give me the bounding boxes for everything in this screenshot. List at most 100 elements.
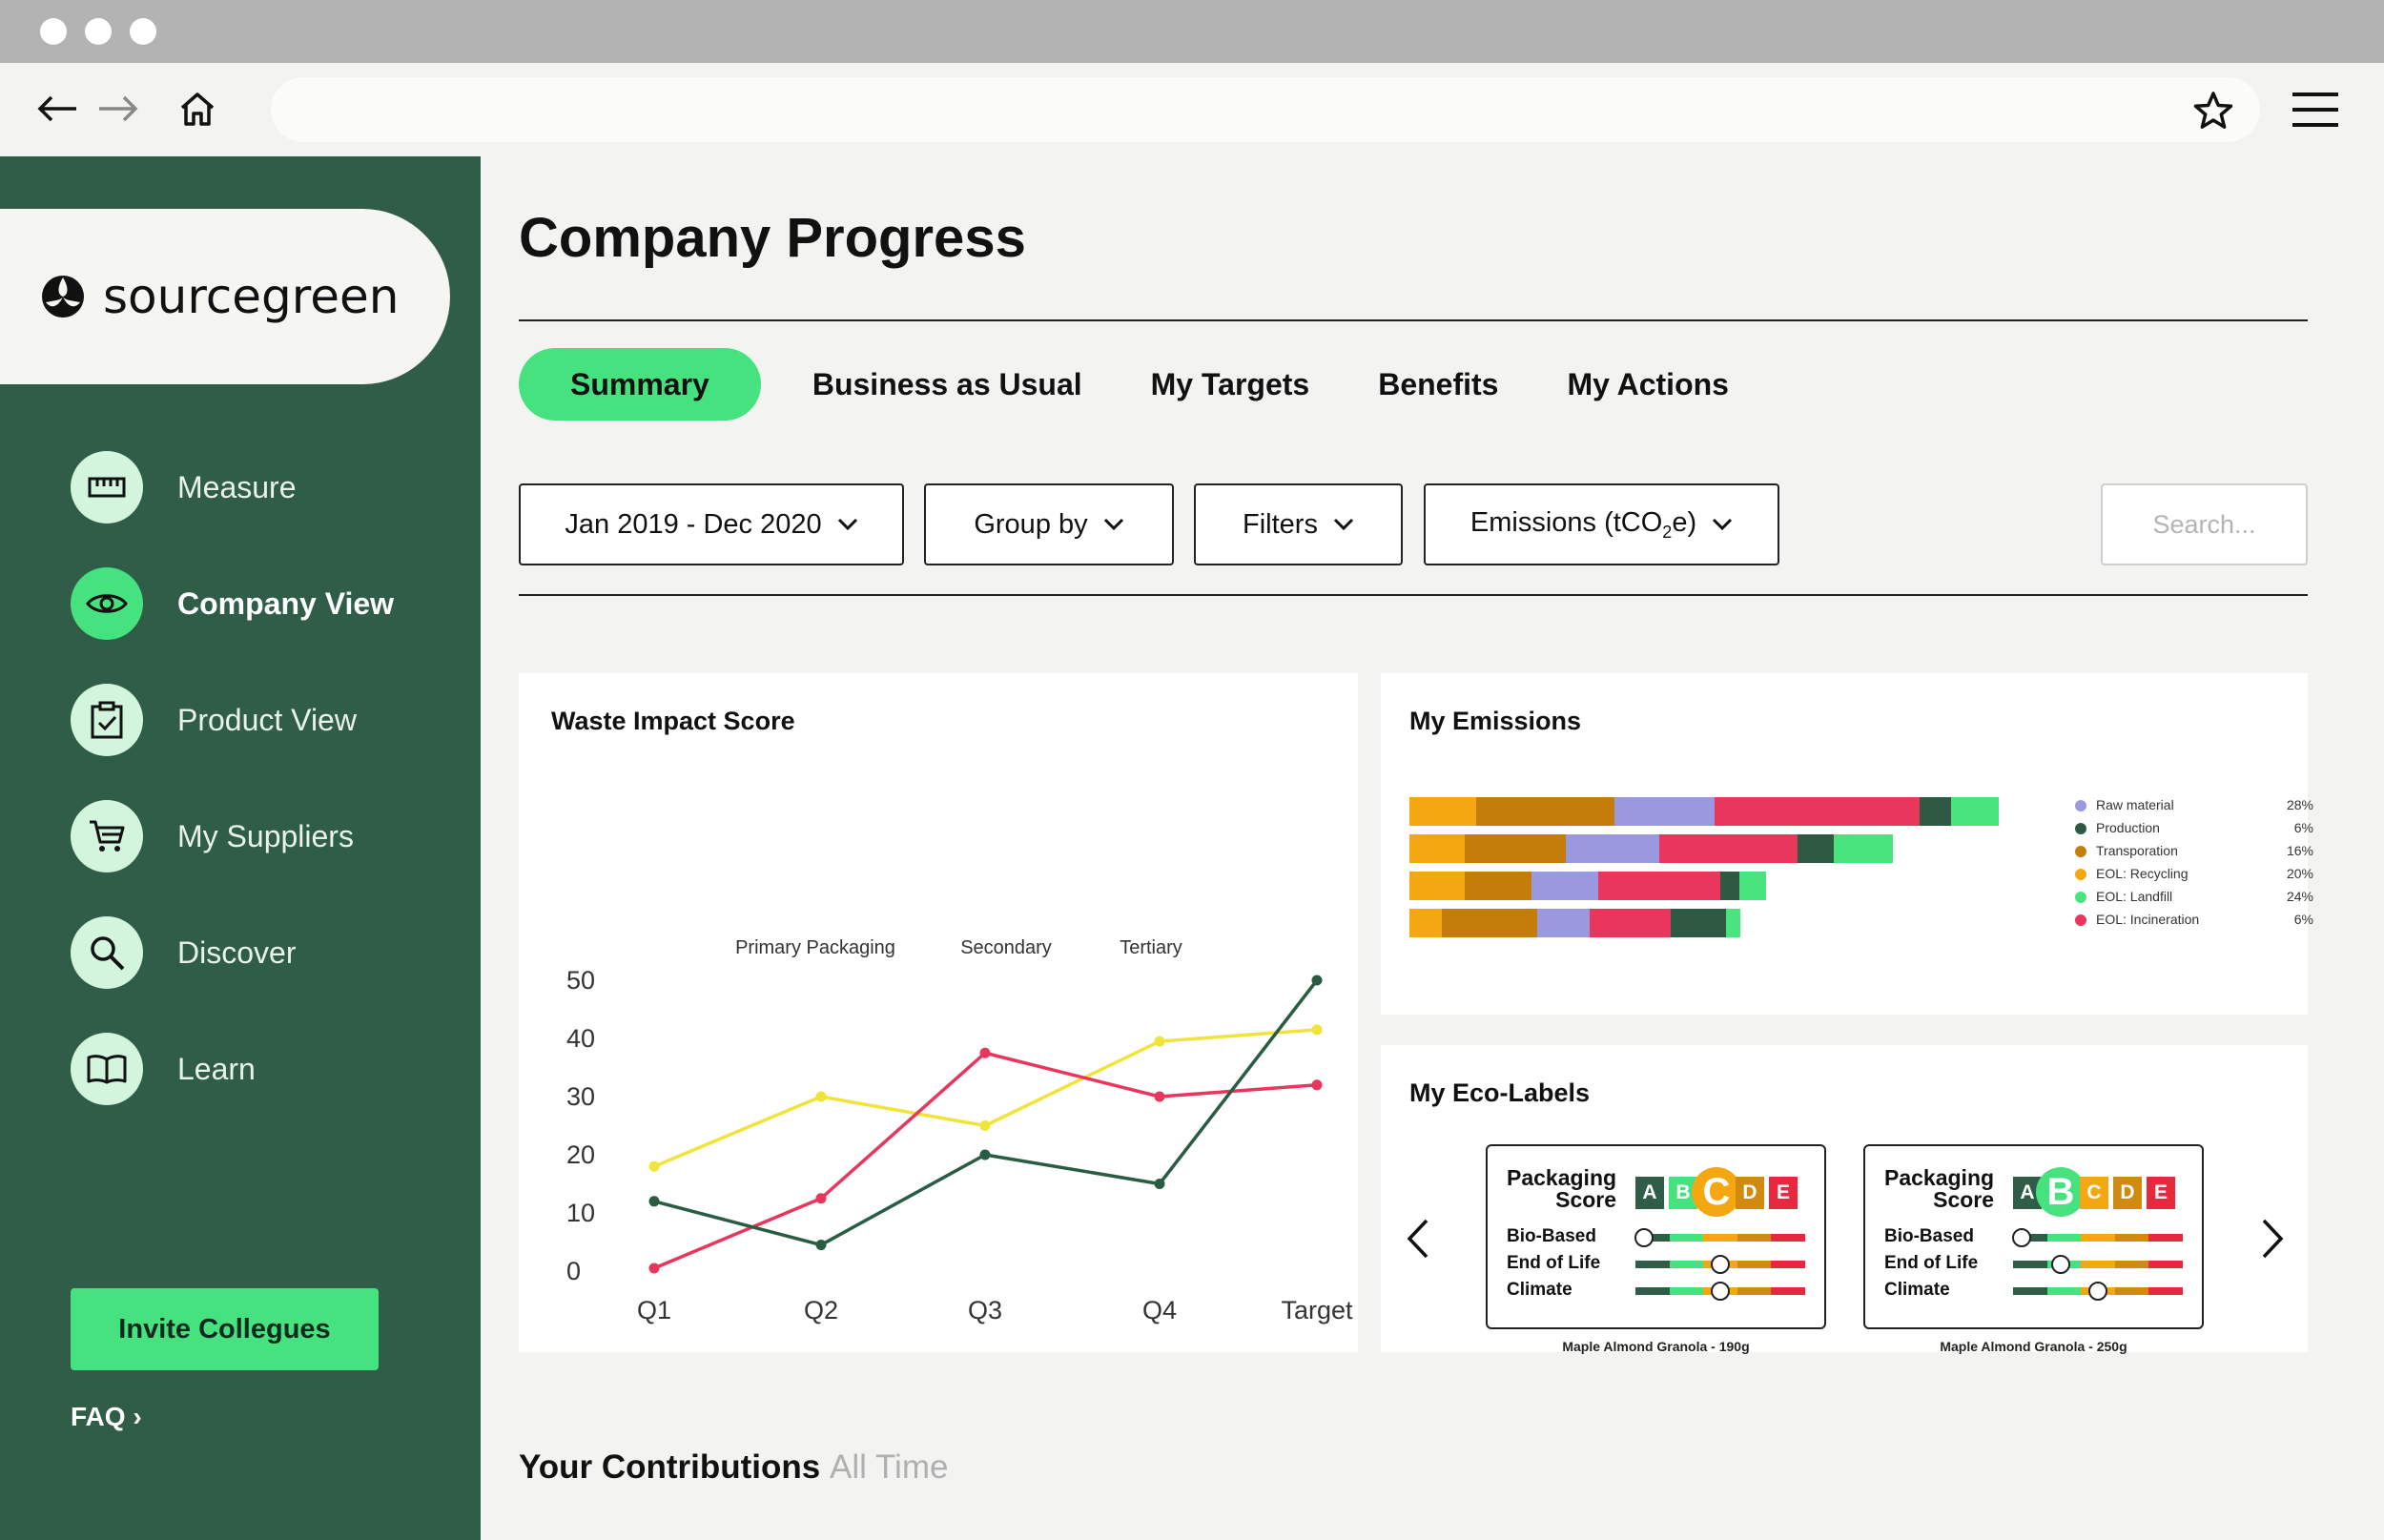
invite-colleagues-button[interactable]: Invite Collegues xyxy=(71,1288,379,1370)
grade-badge: E xyxy=(2147,1177,2175,1209)
emission-bar-segment xyxy=(1671,909,1726,937)
criterion-level-marker xyxy=(1711,1255,1730,1274)
eco-label-caption: Maple Almond Granola - 250g xyxy=(1940,1339,2127,1354)
my-eco-labels-title: My Eco-Labels xyxy=(1409,1078,1591,1107)
x-tick-label: Q1 xyxy=(637,1296,671,1324)
contributions-heading: Your Contributions All Time xyxy=(519,1448,948,1487)
data-point xyxy=(1154,1179,1165,1189)
emission-bar-segment xyxy=(1531,872,1598,900)
data-point xyxy=(1154,1091,1165,1102)
legend-label: EOL: Incineration xyxy=(2096,912,2200,927)
metric-dropdown[interactable]: Emissions (tCO2e) xyxy=(1424,483,1779,565)
filter-divider xyxy=(519,594,2308,596)
emission-bar-segment xyxy=(1951,797,1999,826)
data-point xyxy=(1311,975,1323,986)
legend-item: Production 6% xyxy=(2075,818,2313,839)
tab-benefits[interactable]: Benefits xyxy=(1378,366,1499,401)
criterion-label: Climate xyxy=(1507,1280,1572,1300)
legend-percent: 16% xyxy=(2286,843,2313,858)
home-button[interactable] xyxy=(175,86,220,132)
window-maximize-dot[interactable] xyxy=(130,18,156,45)
tab-bar: Summary Business as Usual My Targets Ben… xyxy=(519,348,1798,421)
emission-bar-segment xyxy=(1614,797,1715,826)
x-tick-label: Q2 xyxy=(804,1296,838,1324)
waste-impact-card: Waste Impact Score 0 10 20 30 40 50 Q1 Q2 Q3 Q4 Ta… xyxy=(519,673,1358,1352)
tab-my-actions[interactable]: My Actions xyxy=(1567,366,1729,401)
my-eco-labels-card: My Eco-Labels Packaging Score A B C D E Bio-Bas… xyxy=(1381,1045,2308,1354)
window-close-dot[interactable] xyxy=(40,18,67,45)
criterion-scale xyxy=(2013,1234,2183,1242)
criterion-level-marker xyxy=(1634,1228,1654,1247)
sidebar-item-company-view[interactable]: Company View xyxy=(71,567,394,640)
sidebar: sourcegreen Measure Company View Product… xyxy=(0,156,481,1540)
cart-icon xyxy=(90,820,125,852)
data-point xyxy=(979,1120,991,1131)
eye-icon xyxy=(86,594,128,613)
back-button[interactable] xyxy=(34,86,80,132)
contributions-title: Your Contributions xyxy=(519,1448,821,1486)
window-titlebar xyxy=(0,0,2384,63)
sidebar-item-product-view[interactable]: Product View xyxy=(71,684,357,756)
emission-bar-segment xyxy=(1465,834,1566,863)
tab-summary[interactable]: Summary xyxy=(519,348,761,421)
chevron-right-icon[interactable] xyxy=(2258,1217,2287,1261)
window-minimize-dot[interactable] xyxy=(85,18,112,45)
arrow-left-icon xyxy=(37,95,76,122)
date-range-dropdown[interactable]: Jan 2019 - Dec 2020 xyxy=(519,483,904,565)
sidebar-item-label: Measure xyxy=(177,469,297,504)
grade-badge: D xyxy=(2113,1177,2142,1209)
emission-bar-segment xyxy=(1598,872,1720,900)
legend-item: Raw material 28% xyxy=(2075,795,2313,816)
filters-label: Filters xyxy=(1243,508,1318,540)
x-tick-label: Q3 xyxy=(968,1296,1002,1324)
book-icon xyxy=(87,1055,127,1084)
legend-swatch xyxy=(2075,823,2086,834)
eco-label-card[interactable]: Packaging Score A B C D E Bio-Based End of Life C… xyxy=(1486,1144,1826,1329)
legend-swatch xyxy=(2075,869,2086,880)
x-tick-label: Target xyxy=(1281,1296,1353,1324)
emission-bar-segment xyxy=(1739,872,1766,900)
logo[interactable]: sourcegreen xyxy=(0,209,450,384)
search-input[interactable]: Search... xyxy=(2101,483,2308,565)
criterion-label: Bio-Based xyxy=(1884,1226,1974,1246)
data-point xyxy=(979,1149,991,1160)
forward-button[interactable] xyxy=(95,86,141,132)
data-point xyxy=(648,1160,660,1172)
faq-link[interactable]: FAQ › xyxy=(71,1402,142,1431)
data-point xyxy=(815,1091,827,1102)
star-icon[interactable] xyxy=(2193,91,2233,131)
tab-my-targets[interactable]: My Targets xyxy=(1150,366,1310,401)
address-bar[interactable] xyxy=(271,77,2260,142)
metric-label: Emissions (tCO2e) xyxy=(1469,506,1697,542)
criterion-label: End of Life xyxy=(1507,1253,1601,1273)
grade-badge: A xyxy=(1635,1177,1664,1209)
emission-bar-segment xyxy=(1834,834,1893,863)
data-point xyxy=(648,1196,660,1207)
hamburger-menu-icon[interactable] xyxy=(2291,90,2340,130)
logo-text: sourcegreen xyxy=(103,269,400,324)
filters-dropdown[interactable]: Filters xyxy=(1194,483,1403,565)
y-tick-label: 10 xyxy=(566,1199,595,1227)
chevron-left-icon[interactable] xyxy=(1404,1217,1432,1261)
waste-impact-chart: 0 10 20 30 40 50 Q1 Q2 Q3 Q4 Target Primary Packagi… xyxy=(566,937,1353,1324)
chevron-down-icon xyxy=(1713,518,1733,531)
group-by-dropdown[interactable]: Group by xyxy=(924,483,1174,565)
criterion-label: Climate xyxy=(1884,1280,1950,1300)
eco-label-card[interactable]: Packaging Score A B C D E Bio-Based End of Life C… xyxy=(1863,1144,2204,1329)
sidebar-item-label: Company View xyxy=(177,585,395,621)
sidebar-item-learn[interactable]: Learn xyxy=(71,1033,256,1105)
tab-business-as-usual[interactable]: Business as Usual xyxy=(812,366,1082,401)
legend-item: EOL: Incineration 6% xyxy=(2075,910,2313,931)
sidebar-item-my-suppliers[interactable]: My Suppliers xyxy=(71,800,354,873)
criterion-scale xyxy=(2013,1261,2183,1268)
criterion-level-marker xyxy=(2088,1282,2107,1301)
nav-icon-wrap xyxy=(71,916,143,989)
legend-label: EOL: Landfill xyxy=(2096,889,2173,904)
chevron-down-icon xyxy=(837,518,857,531)
sidebar-item-label: Product View xyxy=(177,702,357,737)
eco-label-heading: Packaging Score xyxy=(1507,1165,1617,1212)
page-title: Company Progress xyxy=(519,207,1026,269)
sidebar-item-measure[interactable]: Measure xyxy=(71,451,297,524)
sidebar-item-discover[interactable]: Discover xyxy=(71,916,296,989)
clipboard-check-icon xyxy=(91,701,123,739)
